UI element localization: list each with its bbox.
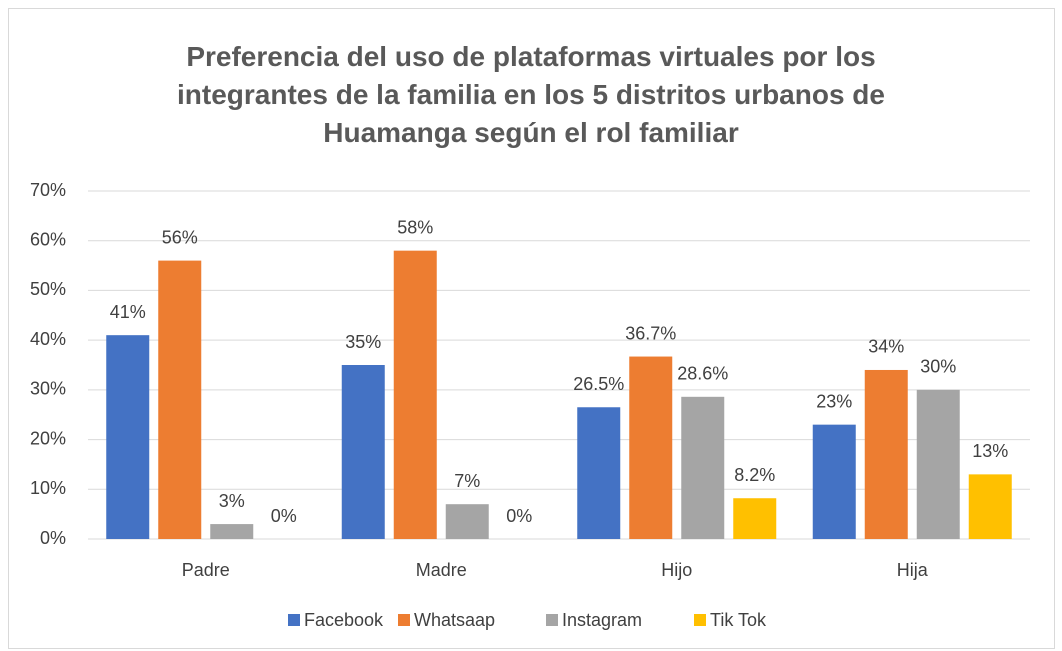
legend-label: Facebook	[304, 610, 384, 630]
value-label: 41%	[110, 302, 146, 322]
y-tick-label: 70%	[30, 180, 66, 200]
legend-label: Whatsaap	[414, 610, 495, 630]
x-tick-label: Hijo	[661, 560, 692, 580]
y-tick-label: 40%	[30, 329, 66, 349]
y-tick-label: 10%	[30, 478, 66, 498]
chart-title: Preferencia del uso de plataformas virtu…	[177, 41, 885, 148]
bar	[812, 424, 856, 539]
value-label: 56%	[162, 227, 198, 247]
bar	[393, 250, 437, 539]
value-label: 0%	[506, 506, 532, 526]
legend-label: Tik Tok	[710, 610, 767, 630]
value-label: 8.2%	[734, 465, 775, 485]
value-label: 0%	[271, 506, 297, 526]
value-label: 23%	[816, 391, 852, 411]
value-label: 7%	[454, 471, 480, 491]
bar	[341, 365, 385, 539]
x-tick-label: Padre	[182, 560, 230, 580]
value-label: 35%	[345, 332, 381, 352]
value-label: 36.7%	[625, 323, 676, 343]
value-label: 34%	[868, 337, 904, 357]
y-tick-label: 0%	[40, 528, 66, 548]
y-tick-label: 20%	[30, 428, 66, 448]
bar	[629, 356, 673, 539]
bar	[106, 335, 150, 539]
y-tick-label: 60%	[30, 229, 66, 249]
bar	[210, 524, 254, 539]
value-label: 13%	[972, 441, 1008, 461]
bar	[681, 396, 725, 539]
bar	[733, 498, 777, 539]
legend-swatch	[694, 614, 706, 626]
value-label: 28.6%	[677, 364, 728, 384]
bar	[864, 369, 908, 539]
y-tick-label: 50%	[30, 279, 66, 299]
bar	[916, 389, 960, 539]
bar	[968, 474, 1012, 539]
legend-swatch	[546, 614, 558, 626]
y-tick-label: 30%	[30, 379, 66, 399]
legend-swatch	[288, 614, 300, 626]
legend-swatch	[398, 614, 410, 626]
x-tick-label: Hija	[897, 560, 929, 580]
value-label: 3%	[219, 491, 245, 511]
value-label: 58%	[397, 217, 433, 237]
x-tick-label: Madre	[416, 560, 467, 580]
bar	[158, 260, 202, 539]
bar	[577, 407, 621, 539]
legend-label: Instagram	[562, 610, 642, 630]
value-label: 30%	[920, 357, 956, 377]
value-label: 26.5%	[573, 374, 624, 394]
bar	[445, 504, 489, 539]
